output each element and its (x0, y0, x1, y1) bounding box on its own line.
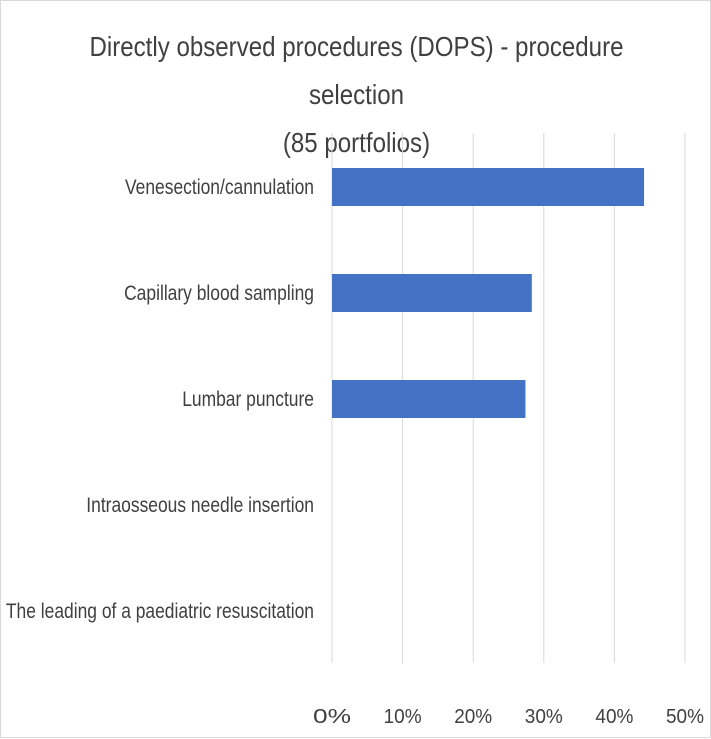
category-label: Lumbar puncture (182, 388, 314, 411)
x-tick-label: 30% (525, 706, 563, 728)
chart-title: Directly observed procedures (DOPS) - pr… (51, 23, 662, 167)
category-label: The leading of a paediatric resuscitatio… (6, 600, 314, 623)
x-tick-label: 10% (384, 706, 422, 728)
bar (332, 168, 645, 206)
x-tick-label: 50% (666, 706, 704, 728)
bar (332, 380, 526, 418)
bar (332, 274, 532, 312)
x-tick-label: 0% (313, 706, 351, 728)
category-label: Venesection/cannulation (125, 176, 314, 199)
x-tick-label: 40% (595, 706, 633, 728)
category-label: Intraosseous needle insertion (86, 494, 314, 517)
chart-title-line: Directly observed procedures (DOPS) - pr… (89, 31, 624, 110)
x-tick-label: 20% (454, 706, 492, 728)
chart-subtitle-line: (85 portfolios) (282, 127, 431, 158)
category-label: Capillary blood sampling (124, 282, 314, 305)
